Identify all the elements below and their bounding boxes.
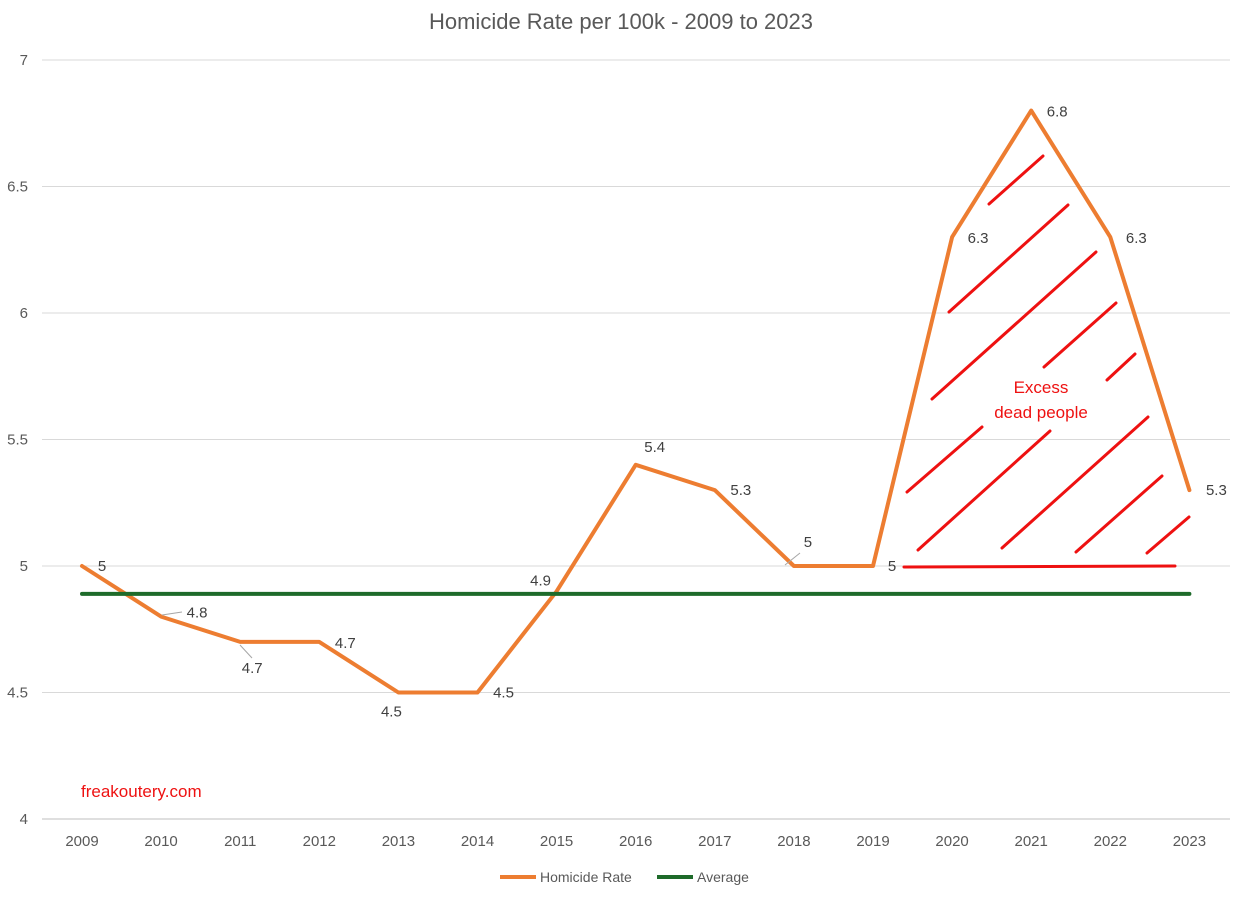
- x-tick-label: 2012: [303, 833, 336, 850]
- series-lines: [80, 108, 1192, 695]
- hatch-stroke-10: [902, 564, 1177, 569]
- data-label: 5: [98, 558, 106, 575]
- data-label: 6.8: [1047, 104, 1068, 121]
- hatch-stroke-4: [1105, 352, 1137, 382]
- y-tick-label: 6.5: [7, 179, 28, 196]
- y-tick-label: 6: [20, 305, 28, 322]
- data-label: 5: [888, 558, 896, 575]
- label-leader-line-0: [161, 611, 183, 616]
- data-labels: 5 4.8 4.7 4.7 4.5 4.5 4.9 5.4 5.3 5 5 6.3 6.8 6.3 5.3: [98, 104, 1227, 721]
- x-axis: 2009 2010 2011 2012 2013 2014 2015 2016 2017 2018…: [65, 833, 1206, 850]
- data-label: 4.7: [242, 660, 263, 677]
- hatch-stroke-7: [1000, 415, 1150, 550]
- y-axis: 4 4.5 5 5.5 6 6.5 7: [7, 52, 28, 828]
- data-label: 4.5: [493, 685, 514, 702]
- chart-title: Homicide Rate per 100k - 2009 to 2023: [429, 9, 813, 34]
- gridlines: [42, 59, 1230, 820]
- data-label: 4.7: [335, 635, 356, 652]
- data-label: 5.3: [1206, 482, 1227, 499]
- x-tick-label: 2019: [856, 833, 889, 850]
- series-line-homicide-rate: [80, 108, 1192, 695]
- data-label: 5.3: [730, 482, 751, 499]
- x-tick-label: 2016: [619, 833, 652, 850]
- data-label: 5.4: [644, 439, 665, 456]
- y-tick-label: 5: [20, 558, 28, 575]
- excess-hatch-annotation: [902, 154, 1191, 569]
- x-tick-label: 2022: [1094, 833, 1127, 850]
- excess-annotation-line2: dead people: [994, 403, 1088, 422]
- x-tick-label: 2017: [698, 833, 731, 850]
- x-tick-label: 2014: [461, 833, 494, 850]
- legend-label-homicide-rate: Homicide Rate: [540, 869, 632, 885]
- y-tick-label: 4.5: [7, 685, 28, 702]
- x-tick-label: 2010: [144, 833, 177, 850]
- hatch-stroke-0: [987, 154, 1045, 206]
- x-tick-label: 2018: [777, 833, 810, 850]
- excess-annotation-line1: Excess: [1014, 378, 1069, 397]
- hatch-stroke-6: [916, 429, 1052, 552]
- hatch-stroke-9: [1145, 515, 1191, 555]
- label-leader-line-2: [784, 552, 801, 566]
- x-tick-label: 2023: [1173, 833, 1206, 850]
- hatch-stroke-5: [905, 425, 984, 494]
- x-tick-label: 2015: [540, 833, 573, 850]
- hatch-stroke-8: [1074, 474, 1164, 554]
- x-tick-label: 2013: [382, 833, 415, 850]
- legend: Homicide Rate Average: [500, 869, 749, 885]
- x-tick-label: 2021: [1015, 833, 1048, 850]
- legend-label-average: Average: [697, 869, 749, 885]
- x-tick-label: 2009: [65, 833, 98, 850]
- watermark-text: freakoutery.com: [81, 782, 202, 801]
- y-tick-label: 4: [20, 811, 28, 828]
- y-tick-label: 5.5: [7, 432, 28, 449]
- hatch-stroke-2: [930, 250, 1098, 401]
- data-label: 6.3: [1126, 230, 1147, 247]
- data-label: 4.8: [187, 605, 208, 622]
- x-tick-label: 2020: [935, 833, 968, 850]
- label-leader-line-1: [239, 644, 253, 659]
- hatch-stroke-3: [1042, 301, 1118, 369]
- x-tick-label: 2011: [224, 833, 256, 850]
- data-label: 5: [804, 534, 812, 551]
- data-label: 4.5: [381, 704, 402, 721]
- data-label: 6.3: [968, 230, 989, 247]
- data-label: 4.9: [530, 572, 551, 589]
- hatch-stroke-1: [947, 203, 1070, 314]
- y-tick-label: 7: [20, 52, 28, 69]
